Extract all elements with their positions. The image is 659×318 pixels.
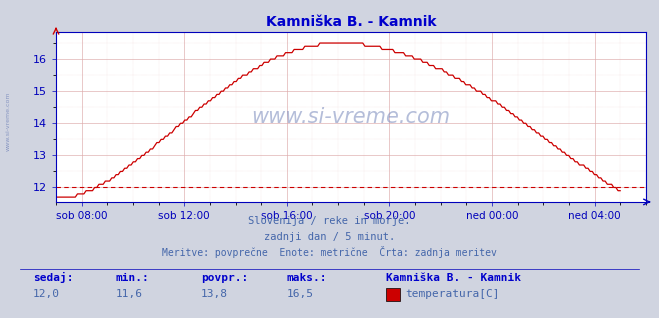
Text: maks.:: maks.: <box>287 273 327 283</box>
Text: temperatura[C]: temperatura[C] <box>405 289 500 299</box>
Title: Kamniška B. - Kamnik: Kamniška B. - Kamnik <box>266 15 436 29</box>
Text: www.si-vreme.com: www.si-vreme.com <box>251 107 451 127</box>
Text: Kamniška B. - Kamnik: Kamniška B. - Kamnik <box>386 273 521 283</box>
Text: sedaj:: sedaj: <box>33 273 73 283</box>
Text: 16,5: 16,5 <box>287 289 314 299</box>
Text: povpr.:: povpr.: <box>201 273 248 283</box>
Text: 13,8: 13,8 <box>201 289 228 299</box>
Text: zadnji dan / 5 minut.: zadnji dan / 5 minut. <box>264 232 395 242</box>
Text: 11,6: 11,6 <box>115 289 142 299</box>
Text: 12,0: 12,0 <box>33 289 60 299</box>
Text: min.:: min.: <box>115 273 149 283</box>
Text: Meritve: povprečne  Enote: metrične  Črta: zadnja meritev: Meritve: povprečne Enote: metrične Črta:… <box>162 246 497 258</box>
Text: www.si-vreme.com: www.si-vreme.com <box>6 91 11 151</box>
Text: Slovenija / reke in morje.: Slovenija / reke in morje. <box>248 216 411 226</box>
